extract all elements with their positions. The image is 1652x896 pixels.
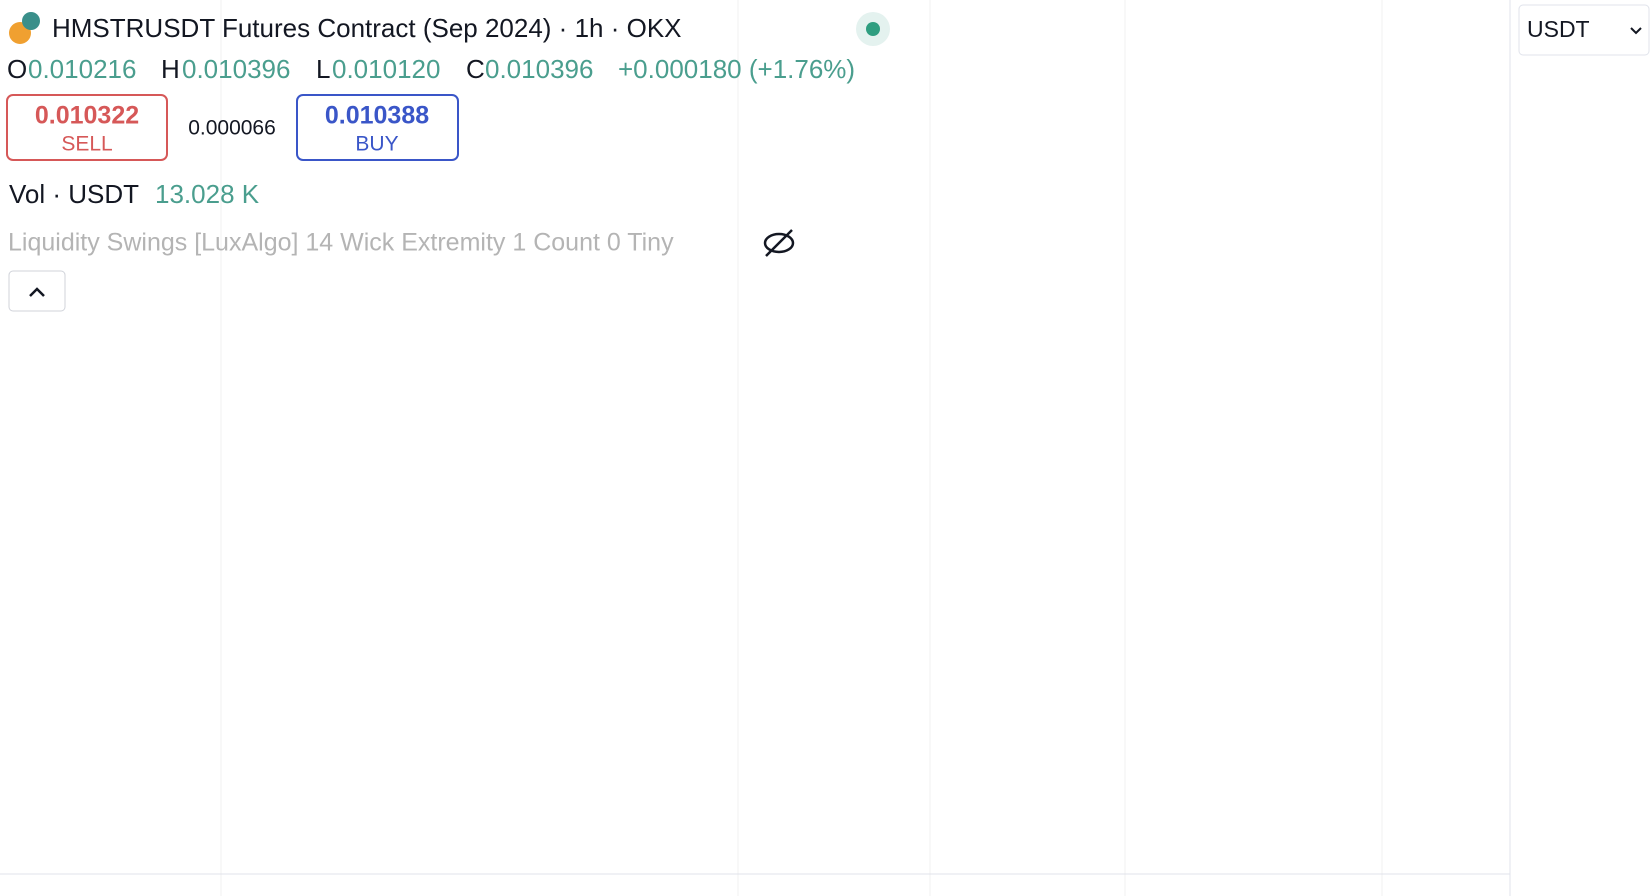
header: HMSTRUSDT Futures Contract (Sep 2024) · … — [6, 4, 1650, 312]
change: +0.000180 (+1.76%) — [618, 54, 855, 84]
eye-slash[interactable] — [765, 229, 793, 257]
sell-box[interactable] — [6, 94, 168, 161]
h-value: 0.010396 — [182, 54, 290, 84]
buy-price[interactable]: 0.010388 — [325, 102, 429, 130]
indicator: Liquidity Swings [LuxAlgo] 14 Wick Extre… — [8, 229, 674, 257]
buy-button[interactable]: 0.010388 BUY — [296, 94, 459, 161]
spread: 0.000066 — [188, 117, 276, 140]
collapse-button[interactable] — [8, 270, 66, 312]
o-label: O — [7, 54, 27, 84]
sell-button[interactable]: 0.010322 SELL — [6, 94, 168, 161]
o-value: 0.010216 — [28, 54, 136, 84]
collapse-icon[interactable] — [29, 287, 45, 297]
title: HMSTRUSDT Futures Contract (Sep 2024) · … — [52, 13, 682, 43]
buy-box[interactable] — [296, 94, 459, 161]
currency[interactable]: USDT — [1527, 16, 1590, 42]
l-value: 0.010120 — [332, 54, 440, 84]
c-value: 0.010396 — [485, 54, 593, 84]
vol-label: Vol · USDT — [9, 179, 139, 209]
h-label: H — [161, 54, 180, 84]
plot-area — [220, 0, 1383, 896]
vol-value: 13.028 K — [155, 179, 260, 209]
hide-indicator[interactable] — [763, 229, 795, 257]
eye-icon[interactable] — [763, 232, 795, 254]
currency-box[interactable] — [1518, 4, 1650, 56]
status-dot — [866, 22, 880, 36]
sell-label[interactable]: SELL — [61, 133, 112, 156]
l-label: L — [316, 54, 330, 84]
buy-label[interactable]: BUY — [355, 133, 398, 156]
dropdown-icon[interactable] — [1630, 27, 1642, 35]
exchange-icon — [22, 12, 40, 30]
sell-price[interactable]: 0.010322 — [35, 102, 139, 130]
collapse-box[interactable] — [8, 270, 66, 312]
currency-select[interactable]: USDT — [1518, 4, 1650, 56]
c-label: C — [466, 54, 485, 84]
